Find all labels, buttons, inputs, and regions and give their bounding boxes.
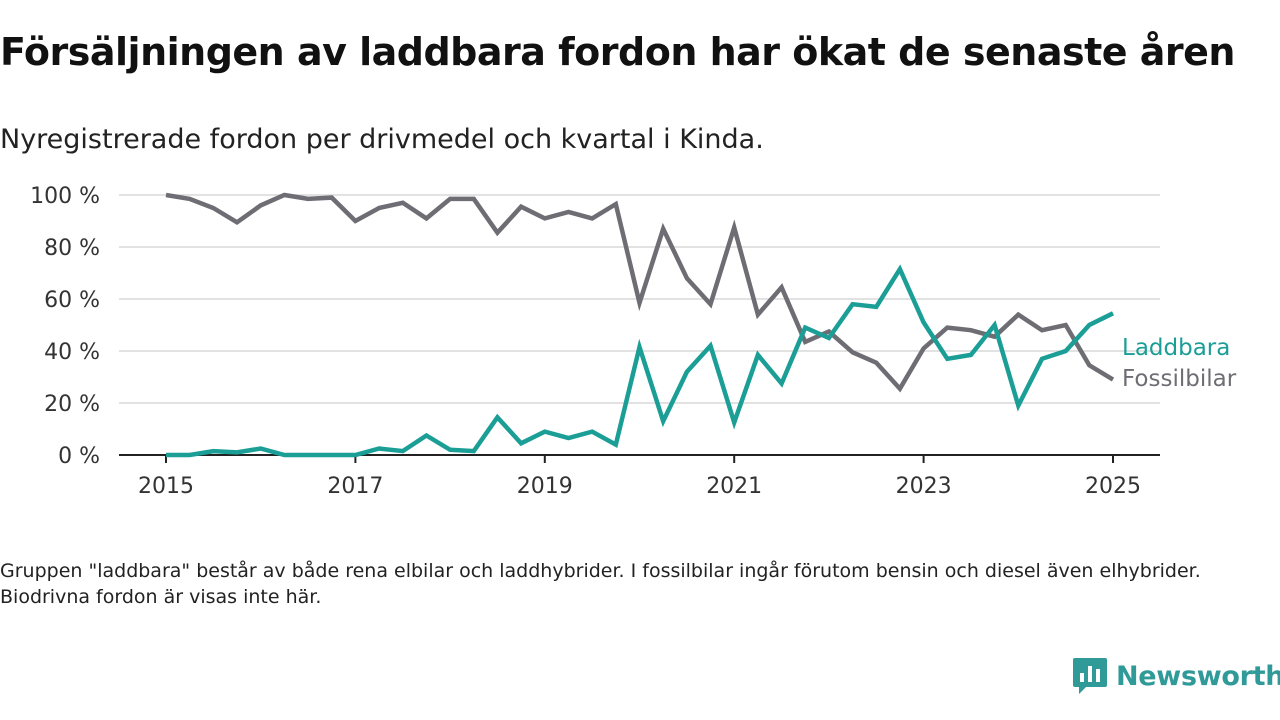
footnote: Gruppen "laddbara" består av både rena e… [0, 560, 1201, 608]
x-tick-label: 2019 [517, 474, 573, 499]
x-tick-label: 2023 [896, 474, 952, 499]
x-tick-label: 2017 [327, 474, 383, 499]
x-axis: 2015 2017 2019 2021 2023 2025 [119, 454, 1160, 499]
series-lines [165, 192, 1115, 458]
brand-logo: Newsworthy [1072, 656, 1280, 696]
legend-label-laddbara: Laddbara [1122, 335, 1230, 361]
newsworthy-logo-icon [1073, 658, 1107, 694]
x-tick-label: 2025 [1085, 474, 1141, 499]
y-tick-label: 0 % [58, 444, 100, 469]
y-tick-label: 100 % [30, 184, 100, 209]
chart-subtitle: Nyregistrerade fordon per drivmedel och … [0, 124, 764, 155]
chart-title: Försäljningen av laddbara fordon har öka… [0, 30, 1235, 74]
series-line-laddbara [166, 264, 1114, 458]
y-tick-label: 40 % [44, 340, 100, 365]
y-tick-label: 80 % [44, 236, 100, 261]
line-chart: 0 % 20 % 40 % 60 % 80 % 100 % 2015 2017 2019 202… [30, 184, 1237, 499]
brand-name: Newsworthy [1116, 660, 1280, 692]
series-line-fossilbilar [165, 192, 1115, 393]
y-axis-ticks: 0 % 20 % 40 % 60 % 80 % 100 % [30, 184, 100, 469]
legend-label-fossilbilar: Fossilbilar [1122, 366, 1237, 392]
legend: Laddbara Fossilbilar [1122, 335, 1237, 392]
y-tick-label: 20 % [44, 392, 100, 417]
y-tick-label: 60 % [44, 288, 100, 313]
x-tick-label: 2015 [138, 474, 194, 499]
x-tick-label: 2021 [706, 474, 762, 499]
